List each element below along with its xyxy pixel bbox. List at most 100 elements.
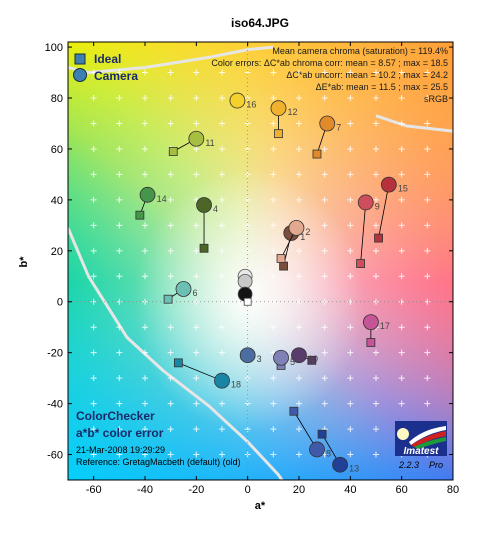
grid-mark xyxy=(296,426,302,433)
grid-mark xyxy=(193,95,200,102)
grid-mark xyxy=(270,196,277,203)
grid-mark xyxy=(116,375,123,382)
grid-mark xyxy=(116,222,123,229)
ideal-marker-9 xyxy=(356,259,366,268)
grid-mark xyxy=(321,145,328,152)
patch-label-8: 8 xyxy=(326,448,331,458)
x-tick-label: -60 xyxy=(86,484,102,496)
gamut-curve-2 xyxy=(68,227,284,480)
grid-mark xyxy=(219,451,225,458)
x-tick-label: -40 xyxy=(137,484,153,496)
x-tick-label: 60 xyxy=(396,484,408,496)
grid-mark xyxy=(398,171,405,178)
patch-label-2: 2 xyxy=(305,227,310,237)
grid-mark xyxy=(398,400,405,407)
grid-mark xyxy=(321,222,328,229)
y-axis-label: b* xyxy=(18,256,30,268)
grid-mark xyxy=(321,171,328,178)
grid-mark xyxy=(424,324,431,331)
grid-mark xyxy=(142,324,148,331)
grid-mark xyxy=(321,247,328,254)
y-tick-label: 80 xyxy=(51,93,63,105)
grid-mark xyxy=(142,247,148,254)
grid-mark xyxy=(296,273,302,280)
stat-chroma: Mean camera chroma (saturation) = 119.4% xyxy=(272,46,448,56)
x-tick-label: -20 xyxy=(188,484,204,496)
grid-mark xyxy=(424,298,431,305)
stats-block: Mean camera chroma (saturation) = 119.4%… xyxy=(211,46,448,104)
grid-mark xyxy=(373,273,379,280)
grid-mark xyxy=(347,324,354,331)
grid-mark xyxy=(244,196,251,203)
grid-mark xyxy=(90,196,97,203)
camera-marker-16 xyxy=(229,92,246,109)
y-tick-label: -60 xyxy=(47,450,63,462)
grid-mark xyxy=(424,95,431,102)
camera-marker-3 xyxy=(239,347,256,364)
grid-mark xyxy=(347,222,354,229)
grid-mark xyxy=(116,247,123,254)
grid-mark xyxy=(373,69,379,76)
grid-mark xyxy=(270,324,277,331)
ideal-marker-7 xyxy=(312,149,322,159)
camera-marker-8 xyxy=(309,441,325,458)
grid-mark xyxy=(321,69,328,76)
legend-camera-marker xyxy=(73,68,87,82)
grid-mark xyxy=(244,120,251,127)
grid-mark xyxy=(373,349,379,356)
patch-label-10: 10 xyxy=(308,354,318,364)
grid-mark xyxy=(270,426,277,433)
ideal-marker-17 xyxy=(366,338,376,347)
grid-mark xyxy=(270,222,277,229)
grid-mark xyxy=(167,69,174,76)
grid-mark xyxy=(270,247,277,254)
grid-mark xyxy=(142,145,148,152)
grid-mark xyxy=(296,145,302,152)
logo-version: 2.2.3 xyxy=(398,460,419,470)
grid-mark xyxy=(424,196,431,203)
grid-mark xyxy=(90,145,97,152)
y-axis: -60 -40 -20 0 20 40 60 80 100 xyxy=(45,42,453,462)
camera-marker-17 xyxy=(362,314,379,331)
grid-mark xyxy=(270,69,277,76)
patch-label-13: 13 xyxy=(349,464,359,474)
ideal-marker-10 xyxy=(307,355,317,365)
grid-mark xyxy=(116,451,123,458)
grid-mark xyxy=(116,171,123,178)
grid-mark xyxy=(116,145,123,152)
y-tick-label: 20 xyxy=(51,246,63,258)
grid-mark xyxy=(347,171,354,178)
grid-mark xyxy=(321,273,328,280)
camera-marker-10 xyxy=(291,347,307,364)
camera-marker-5 xyxy=(273,349,289,366)
grid-mark xyxy=(193,273,200,280)
grid-mark xyxy=(244,426,251,433)
patch-label-12: 12 xyxy=(287,107,297,117)
plot-frame xyxy=(67,41,454,481)
stat-chroma-corr: Color errors: ΔC*ab chroma corr: mean = … xyxy=(211,58,448,68)
grid-mark xyxy=(219,145,225,152)
grid-mark xyxy=(90,324,97,331)
grid-mark xyxy=(167,120,174,127)
grid-mark xyxy=(347,145,354,152)
grid-mark xyxy=(142,349,148,356)
stat-delta-e: ΔE*ab: mean = 11.5 ; max = 25.5 xyxy=(316,82,448,92)
grid-mark xyxy=(167,349,174,356)
ideal-marker-2 xyxy=(276,254,286,263)
grid-mark xyxy=(193,349,200,356)
grid-mark xyxy=(373,95,379,102)
error-line-9 xyxy=(360,202,367,264)
camera-marker-14 xyxy=(139,186,156,203)
grid-mark xyxy=(424,171,431,178)
grid-mark xyxy=(90,171,97,178)
grid-mark xyxy=(116,349,123,356)
grid-mark xyxy=(167,324,174,331)
grid-mark xyxy=(373,426,379,433)
grid-mark xyxy=(167,400,174,407)
grid-mark xyxy=(116,273,123,280)
grid-mark xyxy=(219,400,225,407)
grid-mark xyxy=(398,222,405,229)
grid-mark xyxy=(424,375,431,382)
grid-mark xyxy=(347,451,354,458)
